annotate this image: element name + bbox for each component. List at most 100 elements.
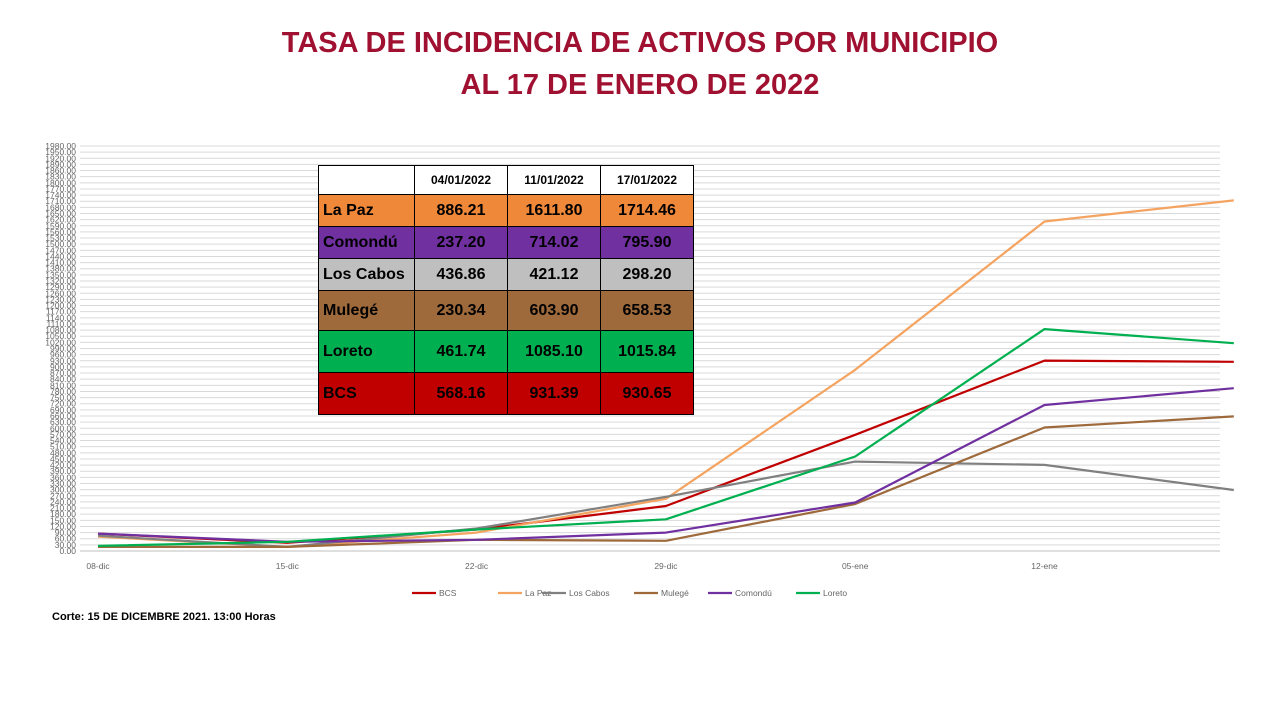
y-tick-label: 1980.00	[45, 141, 76, 151]
y-tick-label: 1320.00	[45, 276, 76, 286]
table-cell: 930.65	[600, 372, 694, 415]
y-tick-label: 1710.00	[45, 196, 76, 206]
table-row: La Paz 886.21 1611.80 1714.46	[318, 194, 694, 227]
x-tick-label: 22-dic	[465, 561, 489, 571]
table-cell: 714.02	[507, 226, 601, 259]
legend-label: Comondú	[735, 588, 772, 598]
y-tick-label: 300.00	[50, 485, 76, 495]
table-row: Comondú 237.20 714.02 795.90	[318, 226, 694, 259]
y-tick-label: 1890.00	[45, 159, 76, 169]
table-cell: 795.90	[600, 226, 694, 259]
y-tick-label: 1740.00	[45, 190, 76, 200]
x-tick-label: 12-ene	[1031, 561, 1058, 571]
y-tick-label: 1380.00	[45, 264, 76, 274]
table-cell: 931.39	[507, 372, 601, 415]
y-tick-label: 1470.00	[45, 245, 76, 255]
y-tick-label: 1530.00	[45, 233, 76, 243]
table-row-label: BCS	[318, 372, 415, 415]
y-tick-label: 660.00	[50, 411, 76, 421]
table-cell: 237.20	[414, 226, 508, 259]
y-tick-label: 1620.00	[45, 215, 76, 225]
legend-label: Mulegé	[661, 588, 689, 598]
y-tick-label: 630.00	[50, 417, 76, 427]
table-cell: 1085.10	[507, 330, 601, 373]
y-tick-label: 1020.00	[45, 337, 76, 347]
table-row-label: La Paz	[318, 194, 415, 227]
y-tick-label: 570.00	[50, 429, 76, 439]
y-tick-label: 330.00	[50, 479, 76, 489]
data-table: 04/01/2022 11/01/2022 17/01/2022 La Paz 886.…	[318, 165, 694, 415]
table-cell: 436.86	[414, 258, 508, 291]
series-line-muleg-	[98, 415, 1234, 549]
y-tick-label: 1110.00	[47, 319, 77, 329]
y-tick-label: 1080.00	[45, 325, 76, 335]
table-row-label: Los Cabos	[318, 258, 415, 291]
chart-title-line2: AL 17 DE ENERO DE 2022	[460, 69, 820, 101]
table-row: BCS 568.16 931.39 930.65	[318, 372, 694, 415]
y-tick-label: 210.00	[50, 503, 76, 513]
y-tick-label: 750.00	[50, 393, 76, 403]
y-tick-label: 1050.00	[45, 331, 76, 341]
table-row-label: Comondú	[318, 226, 415, 259]
y-tick-label: 1770.00	[45, 184, 76, 194]
y-tick-label: 1410.00	[45, 258, 76, 268]
y-tick-label: 420.00	[50, 460, 76, 470]
legend-label: BCS	[439, 588, 457, 598]
y-tick-label: 1350.00	[45, 270, 76, 280]
y-tick-label: 1560.00	[45, 227, 76, 237]
y-tick-label: 870.00	[50, 368, 76, 378]
series-line-los-cabos	[97, 460, 1234, 549]
y-tick-label: 1590.00	[45, 221, 76, 231]
y-tick-label: 1500.00	[45, 239, 76, 249]
y-tick-label: 450.00	[50, 454, 76, 464]
table-cell: 658.53	[600, 290, 694, 331]
y-tick-label: 150.00	[50, 515, 76, 525]
y-tick-label: 0.00	[59, 546, 76, 556]
table-cell: 421.12	[507, 258, 601, 291]
series-line-loreto	[97, 328, 1234, 547]
table-header-cell: 11/01/2022	[507, 165, 601, 195]
table-row-label: Mulegé	[318, 290, 415, 331]
y-tick-label: 1200.00	[45, 301, 76, 311]
y-tick-label: 810.00	[50, 380, 76, 390]
y-tick-label: 1440.00	[45, 251, 76, 261]
y-tick-label: 1950.00	[45, 147, 76, 157]
y-tick-label: 1290.00	[45, 282, 76, 292]
y-tick-label: 1920.00	[45, 153, 76, 163]
table-cell: 298.20	[600, 258, 694, 291]
table-cell: 603.90	[507, 290, 601, 331]
y-tick-label: 270.00	[50, 491, 76, 501]
y-tick-label: 510.00	[50, 442, 76, 452]
x-tick-label: 15-dic	[276, 561, 300, 571]
y-tick-label: 360.00	[50, 472, 76, 482]
y-tick-label: 1260.00	[45, 288, 76, 298]
table-header-cell: 17/01/2022	[600, 165, 694, 195]
legend-label: La Paz	[525, 588, 551, 598]
y-tick-label: 1830.00	[45, 172, 76, 182]
x-tick-label: 05-ene	[842, 561, 869, 571]
table-row: Mulegé 230.34 603.90 658.53	[318, 290, 694, 331]
legend-label: Loreto	[823, 588, 847, 598]
y-tick-label: 840.00	[50, 374, 76, 384]
y-tick-label: 120.00	[50, 521, 76, 531]
chart-title-line1: TASA DE INCIDENCIA DE ACTIVOS POR MUNICI…	[281, 27, 999, 59]
y-tick-label: 90.00	[55, 528, 77, 538]
table-cell: 230.34	[414, 290, 508, 331]
y-tick-label: 240.00	[50, 497, 76, 507]
table-header-cell: 04/01/2022	[414, 165, 508, 195]
y-tick-label: 1170.00	[46, 307, 76, 317]
table-cell: 461.74	[414, 330, 508, 373]
y-tick-label: 690.00	[50, 405, 76, 415]
y-tick-label: 990.00	[50, 344, 76, 354]
y-tick-label: 1680.00	[45, 202, 76, 212]
table-header-cell	[318, 165, 415, 195]
y-tick-label: 60.00	[55, 534, 77, 544]
y-tick-label: 1140.00	[46, 313, 76, 323]
table-row: Los Cabos 436.86 421.12 298.20	[318, 258, 694, 291]
footnote: Corte: 15 DE DICEMBRE 2021. 13:00 Horas	[52, 611, 276, 623]
table-cell: 1611.80	[507, 194, 601, 227]
table-row-label: Loreto	[318, 330, 415, 373]
y-tick-label: 1800.00	[45, 178, 76, 188]
y-tick-label: 780.00	[50, 386, 76, 396]
y-tick-label: 930.00	[50, 356, 76, 366]
